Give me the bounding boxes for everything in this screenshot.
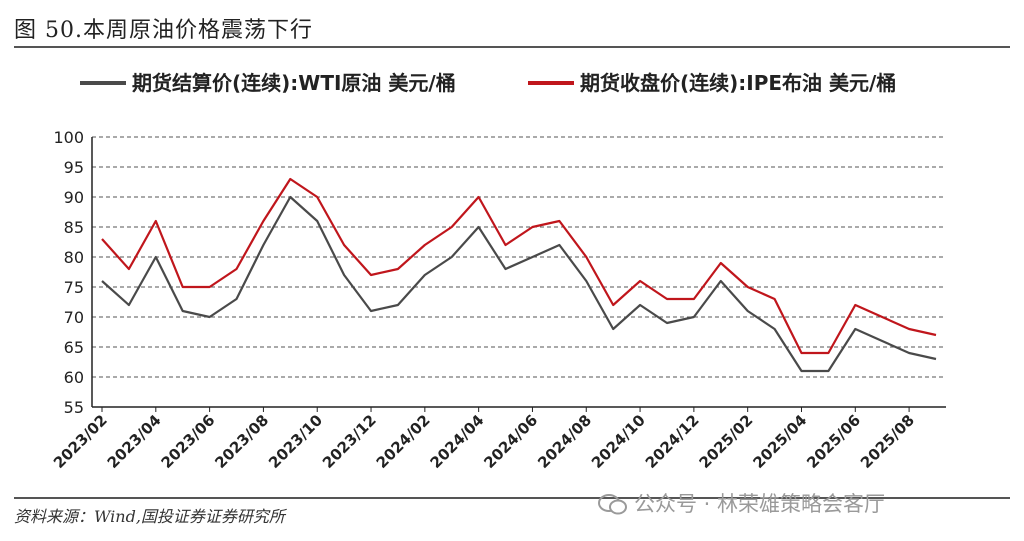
x-tick-label: 2025/06 (803, 411, 864, 472)
series-line-wti (101, 195, 937, 373)
y-tick-label: 65 (64, 338, 84, 357)
title-divider (14, 46, 1010, 48)
x-tick-label: 2024/04 (427, 411, 488, 472)
x-tick-label: 2023/06 (158, 411, 219, 472)
wechat-icon (598, 494, 627, 515)
x-tick-label: 2024/06 (480, 411, 541, 472)
x-tick-label: 2025/08 (857, 411, 918, 472)
footer-divider (14, 497, 1010, 499)
y-axis: 55 60 65 70 75 80 85 90 95 100 (53, 128, 93, 417)
watermark-text: 公众号 · 林荣雄策略会客厅 (634, 492, 886, 516)
series-lines (101, 177, 937, 373)
figure-title: 图 50.本周原油价格震荡下行 (14, 18, 313, 43)
y-tick-label: 85 (64, 218, 84, 237)
y-tick-label: 95 (64, 158, 84, 177)
x-tick-label: 2023/08 (211, 411, 272, 472)
x-tick-label: 2024/02 (373, 411, 434, 472)
x-tick-label: 2024/08 (534, 411, 595, 472)
legend-label-wti: 期货结算价(连续):WTI原油 美元/桶 (132, 71, 456, 95)
y-tick-label: 90 (64, 188, 84, 207)
chart: 期货结算价(连续):WTI原油 美元/桶 期货收盘价(连续):IPE布油 美元/… (50, 71, 946, 472)
x-tick-label: 2023/10 (265, 411, 326, 472)
x-tick-label: 2023/04 (104, 411, 165, 472)
x-tick-label: 2025/04 (749, 411, 810, 472)
y-tick-label: 75 (64, 278, 84, 297)
y-tick-label: 80 (64, 248, 84, 267)
x-tick-label: 2025/02 (696, 411, 757, 472)
x-tick-label: 2024/12 (642, 411, 703, 472)
y-tick-label: 70 (64, 308, 84, 327)
legend-label-brent: 期货收盘价(连续):IPE布油 美元/桶 (580, 71, 896, 95)
gridlines (92, 136, 946, 378)
x-tick-label: 2023/12 (319, 411, 380, 472)
y-tick-label: 60 (64, 368, 84, 387)
watermark: 公众号 · 林荣雄策略会客厅 (598, 488, 885, 518)
x-tick-label: 2024/10 (588, 411, 649, 472)
legend: 期货结算价(连续):WTI原油 美元/桶 期货收盘价(连续):IPE布油 美元/… (80, 71, 896, 95)
series-line-brent (101, 177, 937, 355)
source-note: 资料来源：Wind,国投证券证券研究所 (14, 507, 285, 526)
y-tick-label: 55 (64, 398, 84, 417)
y-tick-label: 100 (53, 128, 84, 147)
x-axis: 2023/022023/042023/062023/082023/102023/… (50, 406, 946, 472)
x-tick-label: 2023/02 (50, 411, 111, 472)
